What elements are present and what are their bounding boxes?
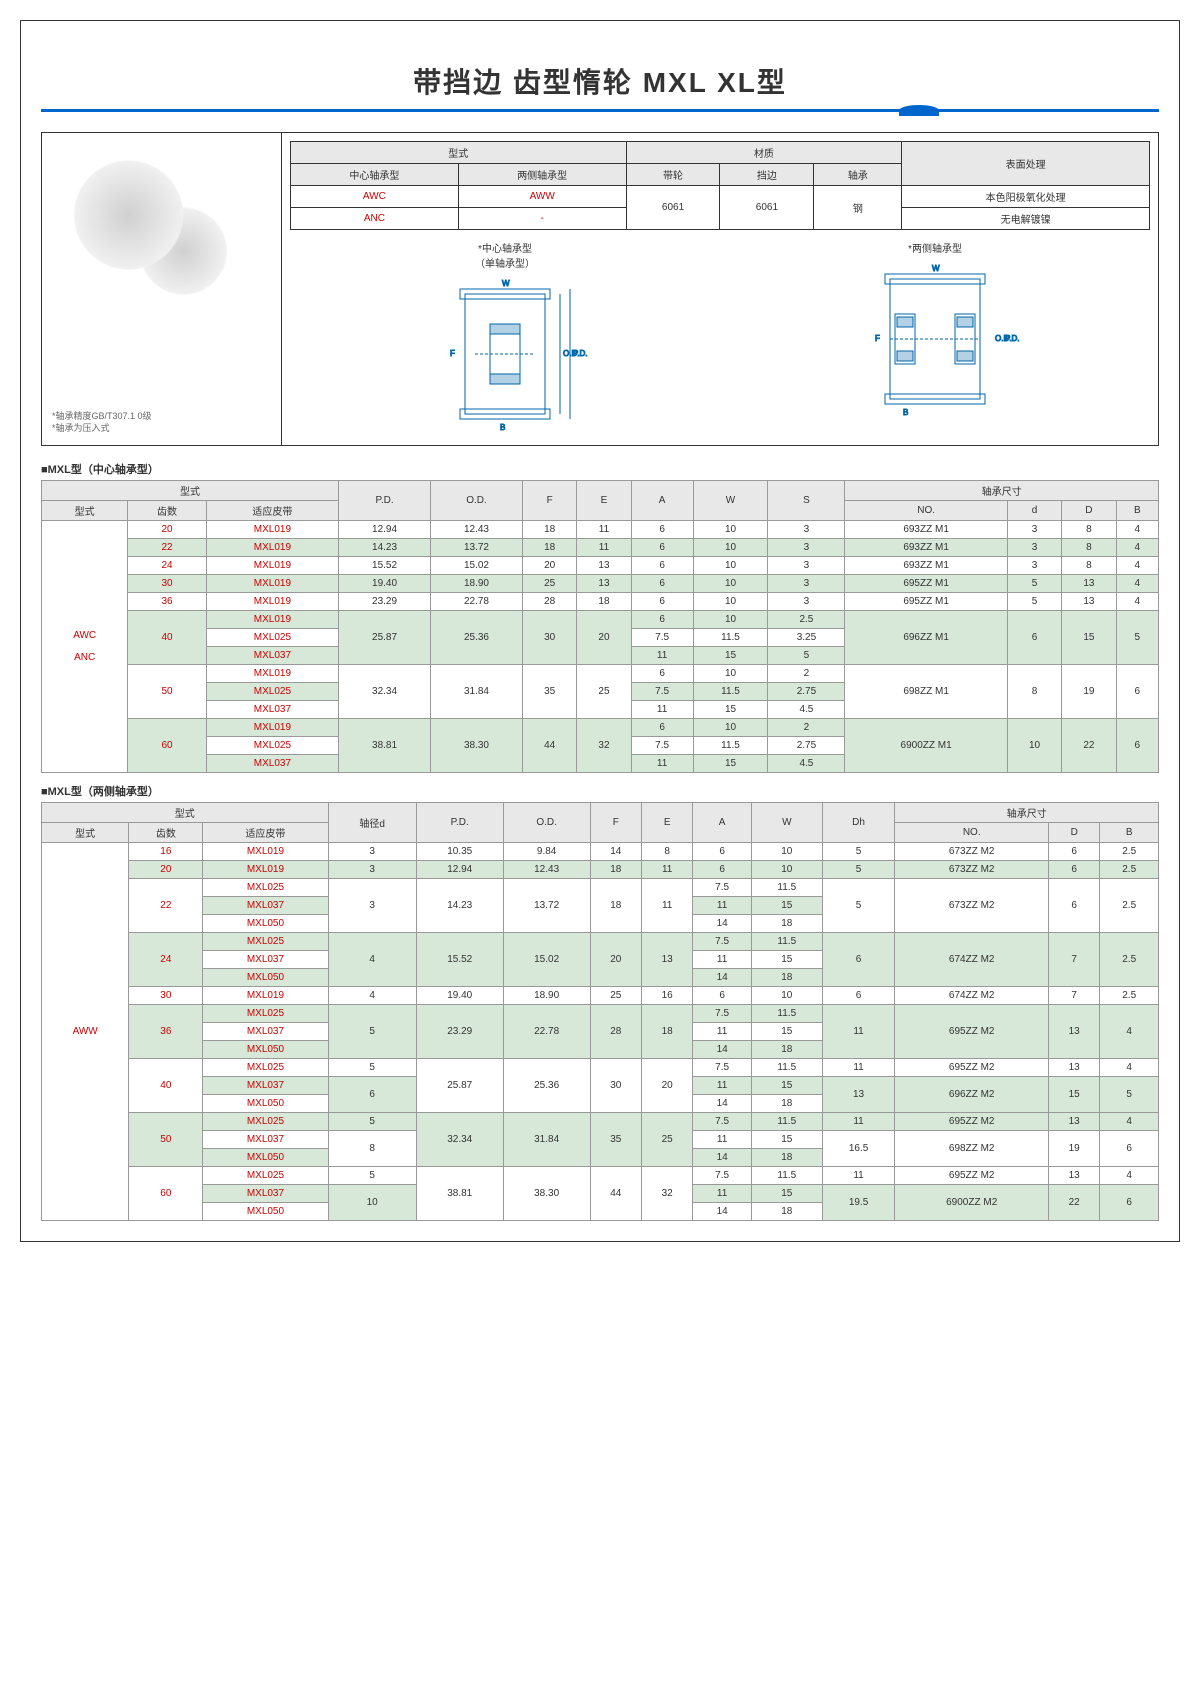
page-container: 带挡边 齿型惰轮 MXL XL型 *轴承精度GB/T307.1 0级 *轴承为压… bbox=[20, 20, 1180, 1242]
section2-title: ■MXL型（两侧轴承型） bbox=[41, 783, 1159, 799]
center-bearing-svg: O.D. P.D. F W B bbox=[405, 274, 605, 434]
top-section: *轴承精度GB/T307.1 0级 *轴承为压入式 型式 材质 表面处理 中心轴… bbox=[41, 132, 1159, 446]
diagram-side-bearing: *两侧轴承型 O.D. bbox=[835, 240, 1035, 437]
svg-text:P.D.: P.D. bbox=[573, 349, 588, 358]
spec-box: 型式 材质 表面处理 中心轴承型 两侧轴承型 带轮 挡边 轴承 AWC AWW … bbox=[282, 133, 1158, 445]
svg-text:B: B bbox=[903, 408, 908, 417]
svg-text:B: B bbox=[500, 423, 505, 432]
side-bearing-svg: O.D. P.D. F W B bbox=[835, 259, 1035, 419]
title-divider bbox=[41, 109, 1159, 112]
table-row: 36MXL025523.2922.7828187.511.511695ZZ M2… bbox=[42, 1005, 1159, 1023]
table-row: 24MXL01915.5215.0220136103693ZZ M1384 bbox=[42, 557, 1159, 575]
table-row: 50MXL025532.3431.8435257.511.511695ZZ M2… bbox=[42, 1113, 1159, 1131]
svg-text:F: F bbox=[450, 349, 455, 358]
table-row: 30MXL01919.4018.9025136103695ZZ M15134 bbox=[42, 575, 1159, 593]
diagram-center-bearing: *中心轴承型 （单轴承型） O.D. bbox=[405, 240, 605, 437]
table-row: AWC ANC20MXL01912.9412.4318116103693ZZ M… bbox=[42, 521, 1159, 539]
table-row: 60MXL01938.8138.30443261026900ZZ M110226 bbox=[42, 719, 1159, 737]
table-row: 40MXL025525.8725.3630207.511.511695ZZ M2… bbox=[42, 1059, 1159, 1077]
svg-text:W: W bbox=[502, 279, 510, 288]
table-row: 50MXL01932.3431.8435256102698ZZ M18196 bbox=[42, 665, 1159, 683]
section1-title: ■MXL型（中心轴承型） bbox=[41, 461, 1159, 477]
table-row: AWW16MXL019310.359.841486105673ZZ M262.5 bbox=[42, 843, 1159, 861]
table-row: 60MXL025538.8138.3044327.511.511695ZZ M2… bbox=[42, 1167, 1159, 1185]
table-row: 24MXL025415.5215.0220137.511.56674ZZ M27… bbox=[42, 933, 1159, 951]
table-center-bearing: 型式 P.D. O.D. F E A W S 轴承尺寸 型式 齿数 适应皮带 N… bbox=[41, 480, 1159, 773]
svg-text:W: W bbox=[932, 264, 940, 273]
svg-text:P.D.: P.D. bbox=[1005, 334, 1020, 343]
table-row: 20MXL019312.9412.4318116105673ZZ M262.5 bbox=[42, 861, 1159, 879]
image-notes: *轴承精度GB/T307.1 0级 *轴承为压入式 bbox=[52, 410, 271, 435]
table-row: 22MXL025314.2313.7218117.511.55673ZZ M26… bbox=[42, 879, 1159, 897]
table-row: 40MXL01925.8725.3630206102.5696ZZ M16155 bbox=[42, 611, 1159, 629]
table-side-bearing: 型式 轴径d P.D. O.D. F E A W Dh 轴承尺寸 型式 齿数 适… bbox=[41, 802, 1159, 1221]
page-title: 带挡边 齿型惰轮 MXL XL型 bbox=[41, 61, 1159, 101]
product-image-box: *轴承精度GB/T307.1 0级 *轴承为压入式 bbox=[42, 133, 282, 445]
pulley-photo bbox=[52, 143, 271, 323]
table-row: 22MXL01914.2313.7218116103693ZZ M1384 bbox=[42, 539, 1159, 557]
diagrams: *中心轴承型 （单轴承型） O.D. bbox=[290, 240, 1150, 437]
svg-text:F: F bbox=[875, 334, 880, 343]
table-row: 30MXL019419.4018.9025166106674ZZ M272.5 bbox=[42, 987, 1159, 1005]
table-row: 36MXL01923.2922.7828186103695ZZ M15134 bbox=[42, 593, 1159, 611]
type-material-table: 型式 材质 表面处理 中心轴承型 两侧轴承型 带轮 挡边 轴承 AWC AWW … bbox=[290, 141, 1150, 230]
